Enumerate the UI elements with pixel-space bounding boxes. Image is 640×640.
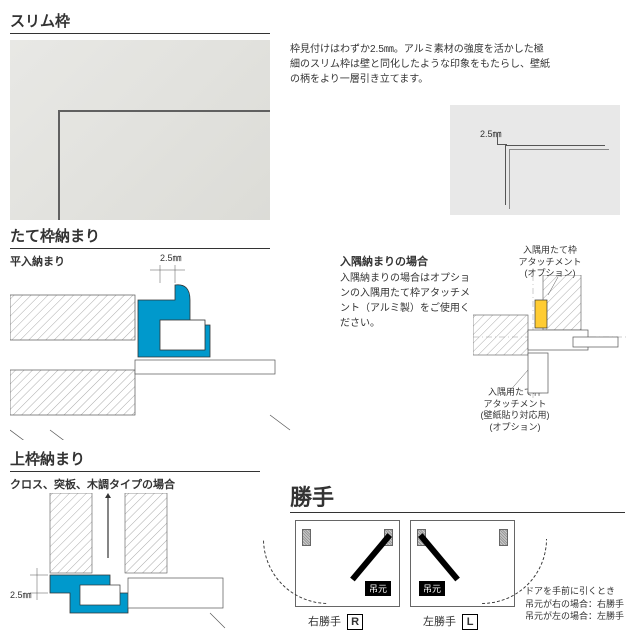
left-handed-label: 左勝手 L [423, 613, 478, 630]
left-code-box: L [462, 614, 478, 630]
top-frame-diagram [10, 493, 240, 638]
hinge-label: 吊元 [365, 581, 391, 596]
hinge-label: 吊元 [419, 581, 445, 596]
handedness-note: ドアを手前に引くとき 吊元が右の場合：右勝手 吊元が左の場合：左勝手 [525, 585, 640, 623]
right-handed-diagram: 吊元 [295, 520, 400, 607]
right-code-box: R [347, 614, 363, 630]
corner-fit-desc: 入隅納まりの場合はオプションの入隅用たて枠アタッチメント（アルミ製）をご使用くだ… [340, 271, 470, 331]
vertical-frame-diagram [10, 265, 320, 440]
section2-title: たて枠納まり [10, 225, 270, 249]
corner-attachment-diagram [473, 275, 628, 405]
section4-title: 勝手 [290, 480, 625, 513]
slim-frame-photo [10, 40, 270, 220]
slim-frame-diagram: 2.5㎜ [450, 105, 620, 215]
section3-subtitle: クロス、突板、木調タイプの場合 [10, 476, 175, 492]
section3-title: 上枠納まり [10, 448, 260, 472]
left-handed-diagram: 吊元 [410, 520, 515, 607]
section1-title: スリム枠 [10, 10, 270, 34]
right-handed-label: 右勝手 R [308, 613, 363, 630]
dimension-label: 2.5㎜ [160, 251, 182, 264]
section1-description: 枠見付けはわずか2.5㎜。アルミ素材の強度を活かした極細のスリム枠は壁と同化した… [290, 42, 550, 87]
corner-fit-title: 入隅納まりの場合 [340, 253, 428, 269]
